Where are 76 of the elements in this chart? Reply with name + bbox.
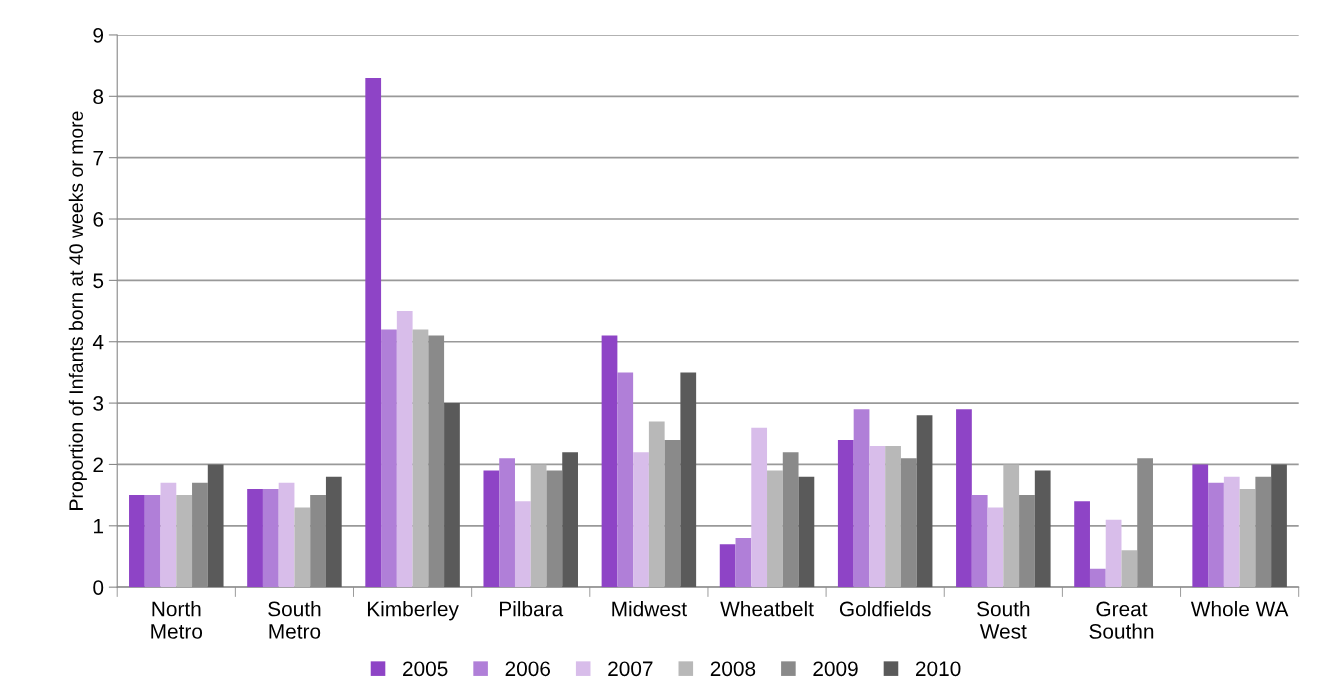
bar xyxy=(735,538,752,588)
bar xyxy=(396,311,413,588)
x-tick-label: Wheatbelt xyxy=(720,601,814,617)
bar xyxy=(853,409,870,588)
y-tick-label: 3 xyxy=(93,396,104,411)
x-tick-label: Whole WA xyxy=(1190,601,1289,617)
bar xyxy=(499,458,515,588)
x-tick-label: Pilbara xyxy=(500,601,564,617)
bar xyxy=(1239,488,1256,588)
bar xyxy=(1105,519,1122,588)
bar xyxy=(325,476,342,588)
bar xyxy=(278,482,295,588)
bar xyxy=(885,446,901,588)
x-tick-label: South West xyxy=(977,601,1030,639)
bar xyxy=(633,452,649,588)
x-tick-label: South Metro xyxy=(268,601,321,639)
x-tick-label: Kimberley xyxy=(367,601,459,621)
bar xyxy=(648,421,665,588)
y-tick-label: 6 xyxy=(93,212,104,227)
legend-label: 2008 xyxy=(710,661,756,677)
bar xyxy=(160,482,177,588)
bar xyxy=(444,403,460,588)
bar xyxy=(483,470,500,588)
bar xyxy=(530,464,547,588)
bar xyxy=(971,495,988,588)
bar xyxy=(767,470,783,588)
y-tick-label: 1 xyxy=(94,519,104,534)
bar xyxy=(412,329,429,588)
bar xyxy=(837,439,854,588)
bar xyxy=(1003,464,1020,588)
bar xyxy=(617,372,634,588)
bar xyxy=(1074,501,1090,588)
bar xyxy=(129,495,145,588)
legend-label: 2007 xyxy=(608,661,653,677)
y-tick-label: 2 xyxy=(93,457,103,472)
y-tick-label: 9 xyxy=(93,27,104,43)
x-tick-label: Great Southn xyxy=(1089,601,1154,639)
bar xyxy=(1121,550,1138,588)
legend-label: 2010 xyxy=(915,661,961,677)
bar xyxy=(365,77,382,588)
bar xyxy=(956,409,972,588)
y-tick-label: 8 xyxy=(93,89,104,105)
bar xyxy=(798,476,815,588)
bar xyxy=(680,372,697,588)
x-tick-label: North Metro xyxy=(151,601,203,639)
bar xyxy=(987,507,1004,588)
bar xyxy=(916,415,933,588)
y-tick-label: 4 xyxy=(92,334,104,350)
y-tick-label: 5 xyxy=(93,273,104,289)
bar xyxy=(144,495,161,588)
bar xyxy=(1208,482,1224,588)
bar xyxy=(207,464,224,588)
y-tick-label: 0 xyxy=(93,580,104,595)
bar xyxy=(247,488,263,588)
bar xyxy=(1271,464,1287,588)
legend-label: 2009 xyxy=(813,661,858,677)
bar xyxy=(869,446,886,588)
bar xyxy=(1089,568,1106,588)
legend-label: 2005 xyxy=(403,661,448,677)
bar xyxy=(562,452,578,588)
bar xyxy=(381,329,397,588)
legend-label: 2006 xyxy=(505,661,550,677)
bar xyxy=(751,427,768,588)
bar xyxy=(1034,470,1051,588)
bar xyxy=(294,507,311,588)
x-tick-label: Midwest xyxy=(612,601,687,617)
x-tick-label: Goldfields xyxy=(839,601,931,617)
bar xyxy=(514,501,531,588)
bar xyxy=(1223,476,1240,588)
bar xyxy=(719,544,736,588)
bar xyxy=(262,488,279,588)
bar xyxy=(601,335,618,588)
y-tick-label: 7 xyxy=(93,150,103,166)
bar xyxy=(1192,464,1209,588)
y-axis-title: Proportion of Infants born at 40 weeks or more xyxy=(68,111,87,510)
bar xyxy=(176,495,193,588)
